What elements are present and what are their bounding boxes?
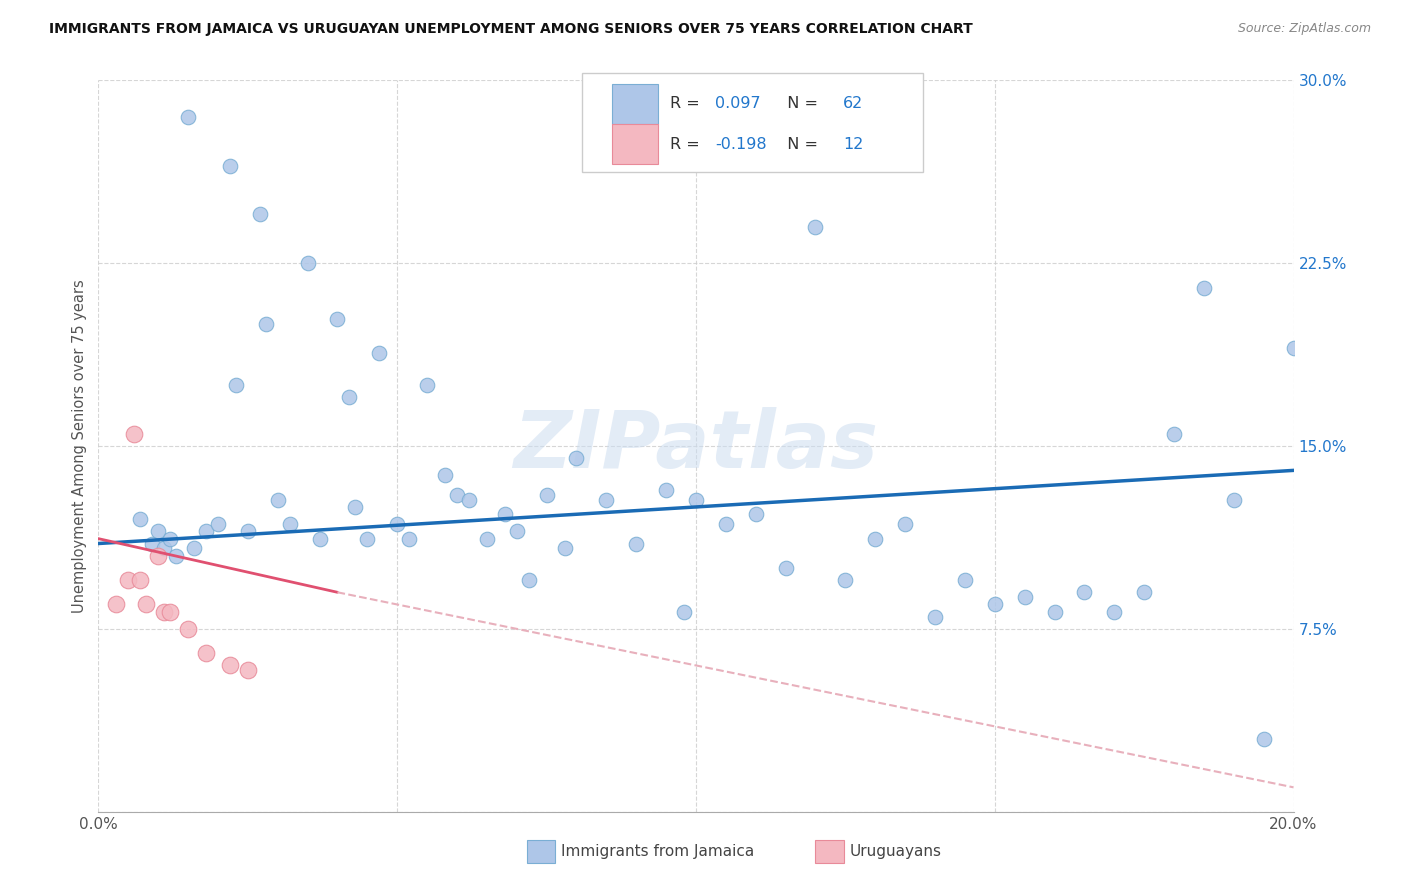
Point <box>177 110 200 124</box>
Text: R =: R = <box>669 96 704 112</box>
Point <box>219 658 242 673</box>
Point <box>219 159 242 173</box>
Point <box>626 536 648 550</box>
Point <box>494 508 516 522</box>
Point <box>326 312 349 326</box>
Point <box>124 426 146 441</box>
Point <box>1043 605 1066 619</box>
Text: 0.097: 0.097 <box>716 96 761 112</box>
Point <box>475 532 498 546</box>
Point <box>297 256 319 270</box>
FancyBboxPatch shape <box>582 73 922 171</box>
Point <box>894 516 917 531</box>
Point <box>804 219 827 234</box>
Point <box>775 561 797 575</box>
Point <box>685 492 707 507</box>
Text: R =: R = <box>669 136 704 152</box>
Point <box>1282 342 1305 356</box>
Point <box>356 532 378 546</box>
Point <box>1192 280 1215 294</box>
Point <box>1133 585 1156 599</box>
Point <box>865 532 887 546</box>
Point <box>517 573 540 587</box>
Point <box>195 646 218 660</box>
Point <box>536 488 558 502</box>
Text: 62: 62 <box>844 96 863 112</box>
Point <box>344 500 367 514</box>
Point <box>458 492 481 507</box>
Point <box>105 598 128 612</box>
Point <box>153 605 176 619</box>
Point <box>207 516 229 531</box>
Point <box>278 516 301 531</box>
Text: N =: N = <box>778 136 824 152</box>
Y-axis label: Unemployment Among Seniors over 75 years: Unemployment Among Seniors over 75 years <box>72 279 87 613</box>
Point <box>924 609 946 624</box>
Point <box>135 598 157 612</box>
Point <box>308 532 330 546</box>
Text: Source: ZipAtlas.com: Source: ZipAtlas.com <box>1237 22 1371 36</box>
Text: IMMIGRANTS FROM JAMAICA VS URUGUAYAN UNEMPLOYMENT AMONG SENIORS OVER 75 YEARS CO: IMMIGRANTS FROM JAMAICA VS URUGUAYAN UNE… <box>49 22 973 37</box>
Point <box>565 451 588 466</box>
Point <box>416 378 439 392</box>
Point <box>446 488 468 502</box>
Point <box>368 346 391 360</box>
Point <box>1253 731 1275 746</box>
Point <box>1163 426 1185 441</box>
Point <box>165 549 187 563</box>
Point <box>434 468 457 483</box>
Point <box>1073 585 1095 599</box>
Point <box>129 512 152 526</box>
Point <box>1223 492 1246 507</box>
Point <box>834 573 856 587</box>
Text: Immigrants from Jamaica: Immigrants from Jamaica <box>561 845 754 859</box>
Point <box>236 663 259 677</box>
Text: N =: N = <box>778 96 824 112</box>
Point <box>249 207 271 221</box>
Point <box>673 605 696 619</box>
Point <box>953 573 976 587</box>
Point <box>984 598 1007 612</box>
Point <box>1104 605 1126 619</box>
Point <box>595 492 617 507</box>
Point <box>225 378 247 392</box>
Point <box>159 605 181 619</box>
Text: ZIPatlas: ZIPatlas <box>513 407 879 485</box>
Point <box>1014 590 1036 604</box>
Point <box>117 573 139 587</box>
Point <box>177 622 200 636</box>
Point <box>141 536 163 550</box>
Point <box>195 524 218 539</box>
Point <box>236 524 259 539</box>
Point <box>398 532 420 546</box>
Text: Uruguayans: Uruguayans <box>849 845 941 859</box>
Point <box>148 549 170 563</box>
Point <box>254 317 277 331</box>
Point <box>506 524 529 539</box>
Point <box>183 541 205 556</box>
Point <box>385 516 409 531</box>
Point <box>148 524 170 539</box>
FancyBboxPatch shape <box>613 84 658 124</box>
Point <box>129 573 152 587</box>
Point <box>153 541 176 556</box>
Point <box>159 532 181 546</box>
Point <box>339 390 361 404</box>
Text: 12: 12 <box>844 136 863 152</box>
Point <box>655 483 678 497</box>
Text: -0.198: -0.198 <box>716 136 766 152</box>
FancyBboxPatch shape <box>613 124 658 164</box>
Point <box>267 492 290 507</box>
Point <box>745 508 768 522</box>
Point <box>714 516 737 531</box>
Point <box>554 541 576 556</box>
